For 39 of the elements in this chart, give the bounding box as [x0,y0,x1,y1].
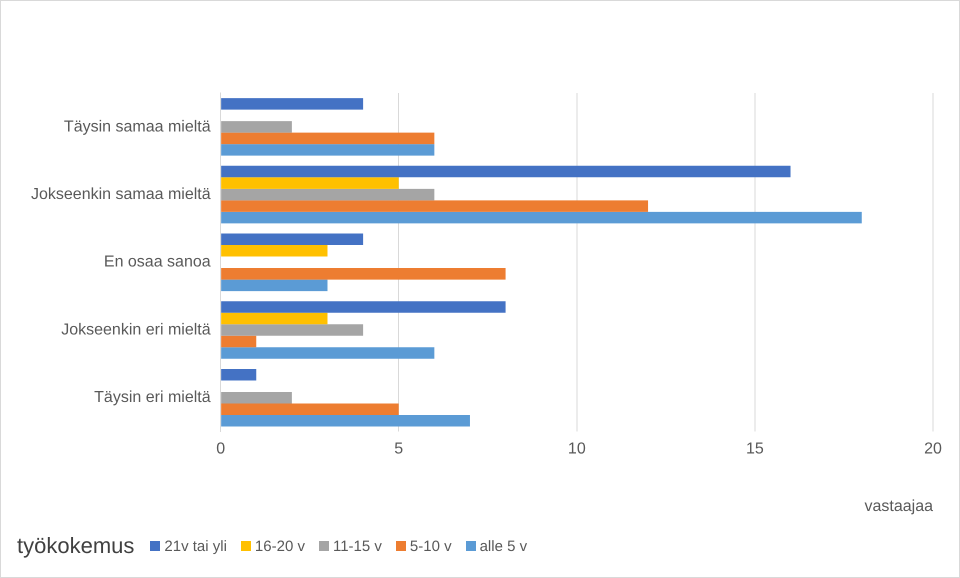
bar [221,280,328,292]
bar [221,336,256,348]
bar [221,234,364,246]
legend-label: alle 5 v [480,538,528,554]
bar [221,403,399,416]
x-tick-label: 5 [394,440,404,458]
bar [221,200,648,212]
x-tick-label: 10 [568,440,586,458]
x-tick-label: 20 [924,440,942,458]
y-tick-label: Täysin samaa mieltä [64,118,211,136]
legend-label: 11-15 v [332,538,382,554]
legend-label: 21v tai yli [164,538,227,554]
legend-label: 16-20 v [254,538,305,554]
bar [221,177,399,189]
bar [221,245,328,257]
bar [221,268,506,280]
bar [221,347,434,359]
legend-title: työkokemus [17,533,134,559]
bar [221,301,506,313]
legend-label: 5-10 v [410,538,452,554]
x-axis-title: vastaajaa [864,498,934,515]
bar [221,98,364,110]
bar [221,144,434,156]
bar [221,392,292,404]
bar [221,415,470,427]
bar [221,324,364,336]
y-tick-label: Jokseenkin eri mieltä [61,321,211,338]
bar [221,212,862,224]
bar [221,132,434,144]
x-tick-label: 15 [746,440,764,458]
y-tick-label: En osaa sanoa [104,254,211,271]
bar [221,368,256,380]
y-tick-label: Täysin eri mieltä [94,389,211,406]
bar [221,166,791,178]
y-tick-label: Jokseenkin samaa mieltä [31,186,211,203]
bar [221,121,292,133]
x-tick-label: 0 [216,440,226,458]
bar [221,312,328,324]
bar [221,188,434,200]
